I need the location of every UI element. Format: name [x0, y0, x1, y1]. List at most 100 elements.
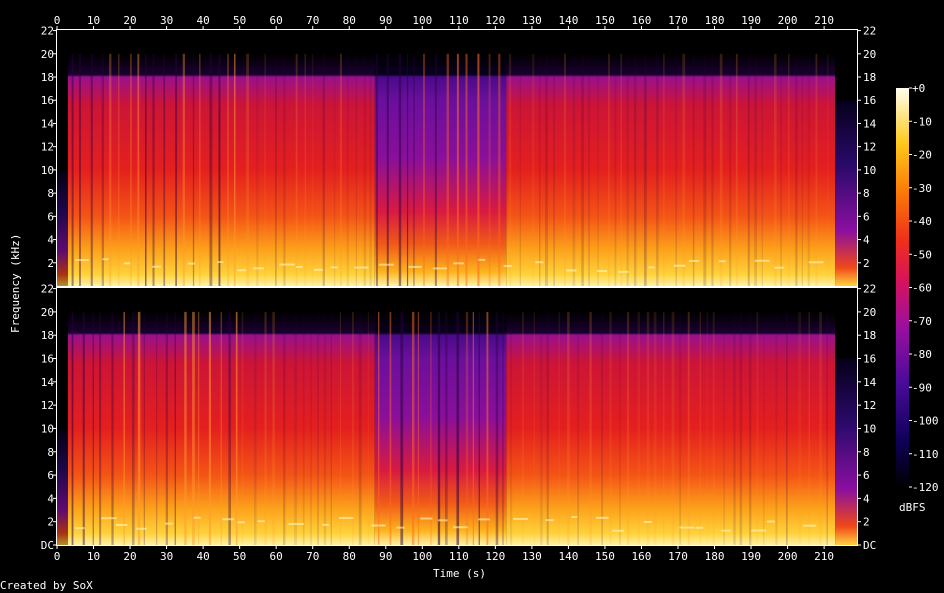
transient-streak — [275, 53, 277, 287]
transient-streak — [101, 53, 104, 287]
y-tick-label-right: DC — [863, 539, 876, 552]
transient-streak — [558, 311, 560, 545]
transient-streak — [711, 53, 714, 287]
transient-streak — [352, 311, 354, 545]
harmonic-highlight — [595, 516, 609, 519]
transient-streak — [780, 53, 783, 287]
transient-streak — [445, 311, 448, 545]
harmonic-highlight — [695, 526, 704, 529]
y-tick-label-right: 8 — [863, 446, 870, 459]
x-tick-label-bottom: 100 — [412, 550, 432, 563]
harmonic-highlight — [237, 269, 247, 272]
section-1 — [67, 53, 375, 287]
harmonic-highlight — [257, 520, 265, 523]
x-tick-label-bottom: 170 — [668, 550, 688, 563]
transient-streak — [567, 311, 570, 545]
x-tick-label-bottom: 80 — [343, 550, 356, 563]
x-tick-label-bottom: 130 — [522, 550, 542, 563]
transient-streak — [572, 53, 576, 287]
transient-streak — [619, 311, 621, 545]
transient-streak — [465, 53, 468, 287]
transient-streak — [123, 311, 125, 545]
harmonic-highlight — [565, 269, 577, 272]
transient-streak — [92, 311, 94, 545]
harmonic-highlight — [774, 266, 785, 269]
colorbar-tick-label: -70 — [912, 315, 932, 328]
transient-streak — [675, 53, 678, 287]
y-tick-label-left: 16 — [41, 353, 54, 366]
x-tick-label-bottom: 200 — [778, 550, 798, 563]
transient-streak — [283, 53, 286, 287]
x-tick-label-bottom: 140 — [558, 550, 578, 563]
harmonic-highlight — [237, 521, 245, 524]
transient-streak — [235, 311, 238, 545]
transient-streak — [509, 53, 512, 287]
transient-streak — [519, 53, 521, 287]
transient-streak — [564, 53, 566, 287]
transient-streak — [398, 53, 402, 287]
transient-streak — [601, 311, 603, 545]
harmonic-highlight — [802, 524, 817, 527]
transient-streak — [747, 53, 750, 287]
transient-streak — [706, 311, 708, 545]
harmonic-highlight — [135, 527, 147, 530]
harmonic-highlight — [420, 517, 433, 520]
transient-streak — [699, 311, 701, 545]
transient-streak — [137, 311, 141, 545]
harmonic-highlight — [751, 529, 767, 532]
transient-streak — [79, 53, 81, 287]
transient-streak — [589, 311, 592, 545]
transient-streak — [294, 311, 298, 545]
y-tick-label-right: 16 — [863, 94, 876, 107]
x-tick-label-bottom: 0 — [54, 550, 61, 563]
transient-streak — [272, 311, 275, 545]
y-tick-label-right: 20 — [863, 48, 876, 61]
transient-streak — [182, 53, 185, 287]
transient-streak — [712, 311, 715, 545]
y-tick-label-right: 10 — [863, 422, 876, 435]
transient-streak — [620, 53, 622, 287]
transient-streak — [581, 53, 584, 287]
y-tick-label-right: 12 — [863, 399, 876, 412]
x-tick-label-top: 120 — [485, 14, 505, 27]
transient-streak — [363, 53, 367, 287]
harmonic-highlight — [371, 524, 386, 527]
harmonic-highlight — [648, 266, 655, 269]
y-tick-label-left: 20 — [41, 306, 54, 319]
transient-streak — [417, 311, 420, 545]
x-tick-label-top: 0 — [54, 14, 61, 27]
transient-streak — [209, 53, 213, 287]
harmonic-highlight — [253, 267, 264, 270]
colorbar-tick-label: -20 — [912, 149, 932, 162]
transient-streak — [456, 53, 459, 287]
y-tick-label-right: 22 — [863, 283, 876, 296]
y-tick-label-left: 18 — [41, 329, 54, 342]
y-tick-label-left: 20 — [41, 48, 54, 61]
transient-streak — [377, 311, 380, 545]
transient-streak — [626, 311, 630, 545]
transient-streak — [826, 311, 828, 545]
y-tick-label-left: 6 — [47, 210, 54, 223]
x-tick-label-bottom: 40 — [196, 550, 209, 563]
harmonic-highlight — [115, 524, 128, 527]
harmonic-highlight — [379, 263, 394, 266]
harmonic-highlight — [279, 263, 295, 266]
panel-border — [56, 287, 858, 546]
y-tick-label-left: DC — [41, 539, 54, 552]
transient-streak — [312, 53, 314, 287]
transient-streak — [375, 53, 378, 287]
y-tick-label-right: 10 — [863, 164, 876, 177]
fade-out — [835, 358, 857, 545]
panel-border — [56, 29, 858, 287]
harmonic-highlight — [330, 266, 338, 269]
transient-streak — [808, 311, 810, 545]
transient-streak — [346, 53, 349, 287]
fade-out — [835, 100, 857, 287]
x-tick-label-bottom: 20 — [123, 550, 136, 563]
transient-streak — [663, 311, 665, 545]
colorbar-tick-label: -10 — [912, 115, 932, 128]
transient-streak — [317, 311, 319, 545]
transient-streak — [323, 311, 327, 545]
x-tick-label-top: 170 — [668, 14, 688, 27]
transient-streak — [608, 53, 610, 287]
